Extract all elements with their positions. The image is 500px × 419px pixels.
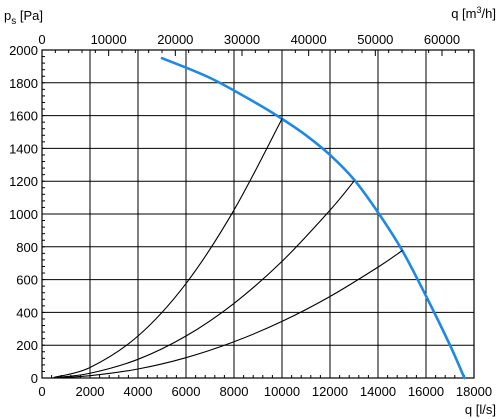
x-bottom-tick-label: 12000 [312,384,348,399]
y-tick-label: 2000 [9,43,38,58]
y-tick-label: 1200 [9,174,38,189]
y-tick-label: 400 [16,305,38,320]
x-bottom-tick-label: 8000 [220,384,249,399]
x-top-tick-label: 60000 [424,32,460,47]
minor-ticks [41,49,475,379]
y-tick-label: 200 [16,338,38,353]
x-top-tick-label: 40000 [291,32,327,47]
x-bottom-tick-label: 18000 [456,384,492,399]
x-top-tick-label: 30000 [224,32,260,47]
y-tick-label: 800 [16,240,38,255]
x-top-tick-label: 0 [38,32,45,47]
x-bottom-tick-label: 14000 [360,384,396,399]
y-tick-label: 1600 [9,109,38,124]
fan-curve-line [160,56,466,380]
x-top-tick-label: 20000 [157,32,193,47]
y-tick-label: 1000 [9,207,38,222]
x-top-axis-title: q [m3/h] [451,5,496,21]
x-bottom-tick-labels: 0 2000 4000 6000 8000 10000 12000 14000 16000 180… [38,384,492,399]
system-curve-line-2 [53,180,355,379]
x-top-tick-label: 10000 [91,32,127,47]
y-tick-label: 1800 [9,76,38,91]
y-tick-label: 0 [31,371,38,386]
x-bottom-tick-label: 10000 [264,384,300,399]
system-curve-line-1 [53,118,283,378]
y-tick-labels: 0 200 400 600 800 1000 1200 1400 1600 1800 2000 [9,43,38,386]
x-top-tick-label: 50000 [357,32,393,47]
x-bottom-tick-label: 4000 [124,384,153,399]
y-tick-label: 600 [16,273,38,288]
system-curve-line-3 [53,250,403,379]
x-bottom-tick-label: 2000 [76,384,105,399]
x-top-tick-labels: 0 10000 20000 30000 40000 50000 60000 [38,32,460,47]
x-bottom-axis-title: q [l/s] [465,402,496,417]
x-bottom-tick-label: 16000 [408,384,444,399]
y-axis-title: ps [Pa] [4,8,43,27]
x-bottom-tick-label: 0 [38,384,45,399]
grid [41,49,475,379]
x-bottom-tick-label: 6000 [172,384,201,399]
series-layer [53,56,466,380]
y-tick-label: 1400 [9,141,38,156]
